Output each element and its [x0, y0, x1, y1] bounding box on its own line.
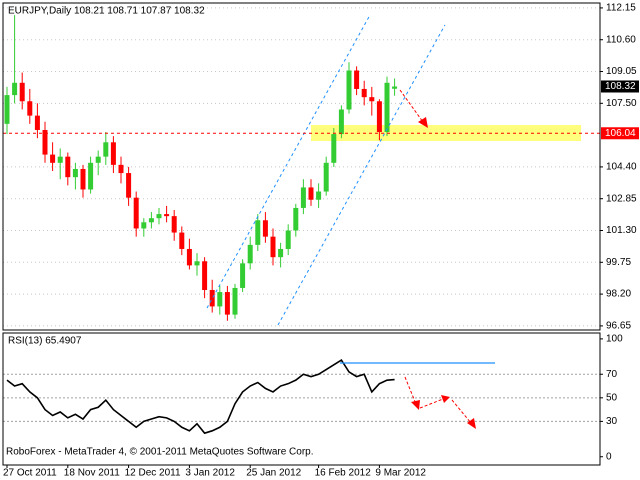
candle-body [57, 156, 63, 163]
y-tick-label: 107.50 [606, 98, 637, 109]
candle-body [126, 173, 132, 198]
price-label: 108.32 [605, 81, 636, 92]
candle-body [110, 142, 116, 165]
y-tick-label: 30 [606, 416, 618, 427]
y-tick-label: 102.85 [606, 193, 637, 204]
candle-body [34, 115, 40, 130]
x-tick-label: 3 Jan 2012 [185, 468, 235, 479]
rsi-title: RSI(13) 65.4907 [8, 336, 82, 347]
candle-body [300, 187, 306, 208]
arrow-head [441, 395, 450, 403]
x-tick-label: 9 Mar 2012 [375, 468, 426, 479]
arrow-head [418, 117, 428, 128]
forecast-arrow [419, 398, 444, 409]
y-tick-label: 104.40 [606, 162, 637, 173]
y-tick-label: 100 [606, 334, 623, 345]
price-panel [2, 2, 601, 331]
candle-body [164, 214, 170, 217]
candle-body [186, 248, 192, 266]
level-label-box [601, 127, 639, 140]
y-tick-label: 110.60 [606, 34, 636, 45]
candle-body [331, 134, 337, 163]
candle-body [4, 95, 10, 124]
price-label-box [601, 80, 639, 93]
candle-body [27, 101, 33, 116]
arrow-head [467, 418, 476, 429]
y-tick-label: 70 [606, 369, 618, 380]
candle-body [308, 187, 314, 200]
candle-body [247, 244, 253, 264]
candle-body [19, 82, 25, 102]
x-tick-label: 27 Oct 2011 [3, 468, 57, 479]
candle-body [270, 236, 276, 258]
level-label: 106.04 [605, 128, 636, 139]
annotation: RoboForex - MetaTrader 4, © 2001-2011 Me… [6, 447, 314, 458]
candle-body [384, 82, 390, 133]
y-tick-label: 98.20 [606, 289, 631, 300]
y-tick-label: 112.15 [606, 3, 636, 14]
chart-title: EURJPY,Daily 108.21 108.71 107.87 108.32 [8, 6, 205, 17]
candle-body [194, 261, 200, 266]
candle-body [255, 220, 261, 245]
y-tick-label: 109.05 [606, 66, 637, 77]
candle-body [95, 156, 101, 163]
x-tick-label: 16 Feb 2012 [315, 468, 372, 479]
candle-body [316, 191, 322, 200]
x-tick-label: 18 Nov 2011 [64, 468, 120, 479]
candle-body [209, 289, 215, 307]
candle-body [156, 214, 162, 219]
candle-body [278, 248, 284, 258]
candle-body [240, 263, 246, 288]
candle-body [392, 86, 398, 89]
candle-body [171, 216, 177, 233]
forecast-arrow [399, 89, 424, 123]
candle-body [232, 287, 238, 315]
y-tick-label: 0 [606, 451, 612, 462]
candle-body [354, 70, 360, 89]
rsi-line [6, 359, 395, 435]
candle-body [72, 168, 78, 178]
candle-body [346, 70, 352, 110]
candle-body [50, 154, 56, 163]
candle-body [88, 162, 94, 190]
arrow-head [411, 400, 420, 410]
x-tick-label: 25 Jan 2012 [246, 468, 301, 479]
candle-body [12, 82, 18, 96]
candle-body [369, 97, 375, 102]
candle-body [217, 292, 223, 307]
rsi-panel [2, 332, 601, 466]
candle-body [141, 222, 147, 229]
candle-body [293, 207, 299, 231]
candle-body [80, 168, 86, 190]
candle-body [262, 220, 268, 237]
candle-body [224, 292, 230, 315]
candle-body [179, 232, 185, 249]
y-tick-label: 99.75 [606, 257, 631, 268]
y-tick-label: 101.30 [606, 225, 637, 236]
candle-body [338, 109, 344, 135]
x-tick-label: 12 Dec 2011 [125, 468, 181, 479]
candle-body [323, 162, 329, 192]
y-tick-label: 96.65 [606, 321, 631, 332]
candle-body [202, 261, 208, 290]
channel-line [206, 14, 371, 309]
y-tick-label: 50 [606, 392, 618, 403]
candle-body [118, 164, 124, 174]
candle-body [103, 142, 109, 157]
candle-body [376, 101, 382, 133]
candle-body [285, 230, 291, 249]
candle-body [148, 218, 154, 223]
candle-body [65, 156, 71, 178]
candle-body [133, 197, 139, 229]
candle-body [42, 129, 48, 155]
candle-body [361, 88, 367, 98]
